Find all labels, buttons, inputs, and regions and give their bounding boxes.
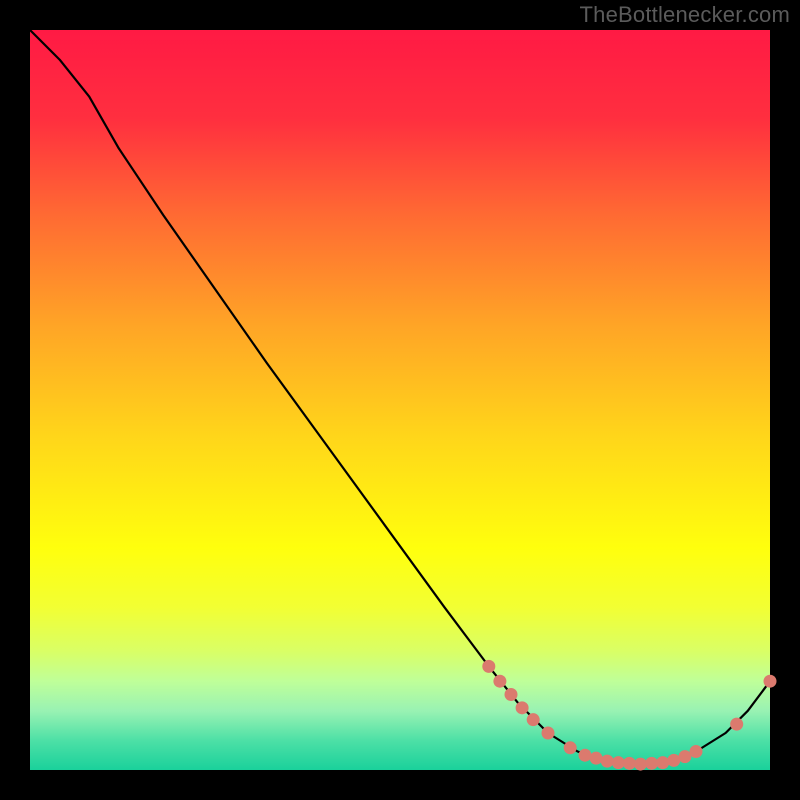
data-marker bbox=[516, 701, 529, 714]
data-marker bbox=[634, 758, 647, 771]
data-marker bbox=[623, 757, 636, 770]
data-marker bbox=[542, 727, 555, 740]
chart-canvas: TheBottlenecker.com bbox=[0, 0, 800, 800]
data-marker bbox=[656, 756, 669, 769]
data-marker bbox=[667, 754, 680, 767]
data-marker bbox=[482, 660, 495, 673]
watermark-text: TheBottlenecker.com bbox=[580, 2, 790, 28]
data-marker bbox=[764, 675, 777, 688]
data-marker bbox=[730, 718, 743, 731]
data-marker bbox=[590, 752, 603, 765]
bottleneck-chart-svg bbox=[0, 0, 800, 800]
data-marker bbox=[579, 749, 592, 762]
data-marker bbox=[527, 713, 540, 726]
data-marker bbox=[601, 755, 614, 768]
data-marker bbox=[493, 675, 506, 688]
plot-background bbox=[30, 30, 770, 770]
data-marker bbox=[612, 756, 625, 769]
data-marker bbox=[690, 745, 703, 758]
data-marker bbox=[645, 757, 658, 770]
data-marker bbox=[564, 741, 577, 754]
data-marker bbox=[505, 688, 518, 701]
data-marker bbox=[678, 750, 691, 763]
